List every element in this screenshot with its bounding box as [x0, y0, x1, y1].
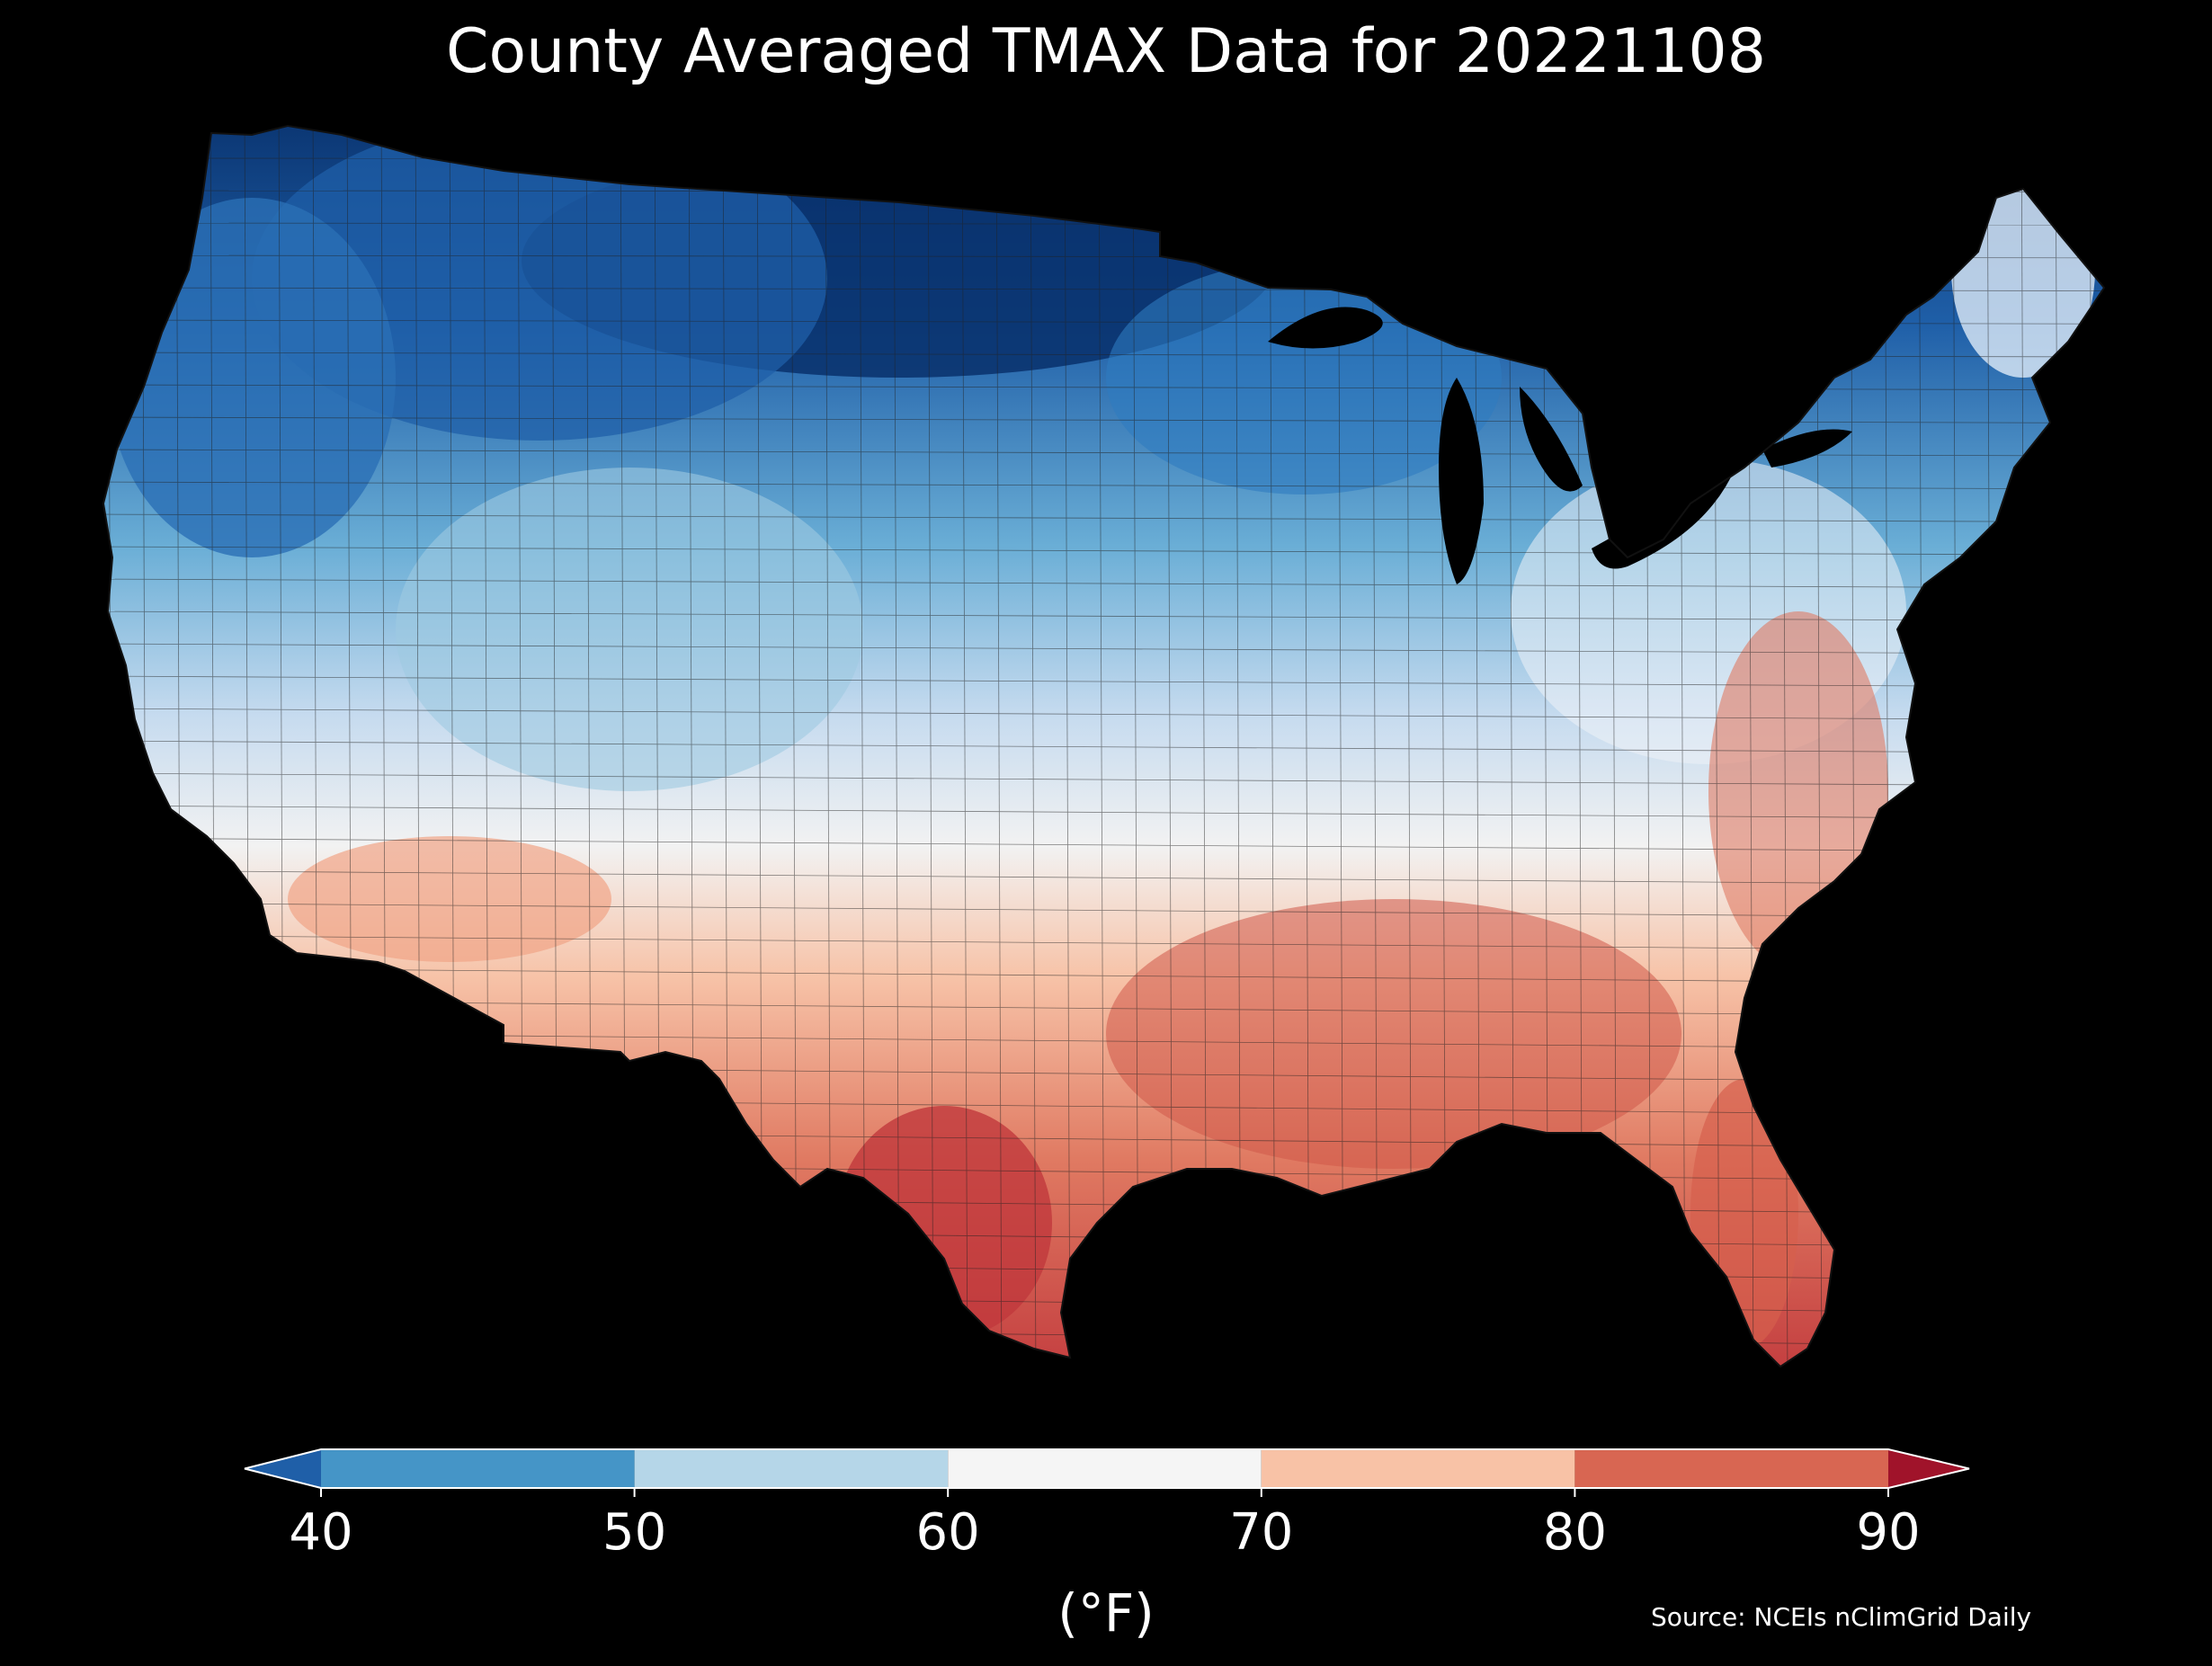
great-lakes [1268, 307, 1852, 584]
colorbar-bin-70-80 [1261, 1449, 1575, 1488]
county-fill [103, 126, 2104, 1367]
colorbar [244, 1448, 1970, 1497]
us-outline [102, 124, 2106, 1368]
colorbar-under-arrow [245, 1449, 321, 1488]
colorbar-over-arrow [1888, 1449, 1969, 1488]
map-title: County Averaged TMAX Data for 20221108 [446, 16, 1766, 87]
colorbar-bin-40-50 [321, 1449, 635, 1488]
colorbar-bin-50-60 [634, 1449, 949, 1488]
colorbar-bin-80-90 [1574, 1449, 1888, 1488]
colorbar-bin-60-70 [948, 1449, 1262, 1488]
